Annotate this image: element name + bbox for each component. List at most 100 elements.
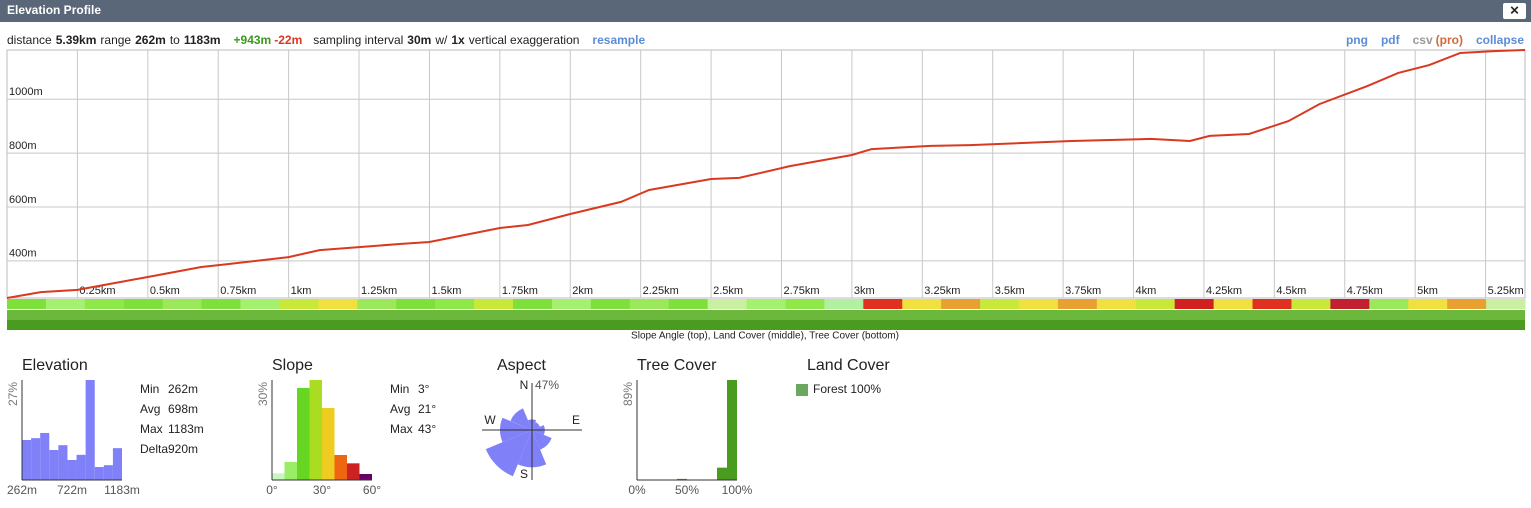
x-tick-label: 5.25km [1488, 285, 1524, 297]
histogram-bar [334, 455, 347, 480]
summary: distance 5.39km range 262m to 1183m +943m -22m s… [7, 33, 645, 47]
band-caption: Slope Angle (top), Land Cover (middle), … [631, 331, 899, 342]
histogram-bar [40, 432, 50, 480]
png-link[interactable]: png [1346, 33, 1368, 47]
histogram-bar [677, 478, 687, 480]
histogram-bar [49, 450, 59, 480]
histogram-bar [347, 463, 360, 480]
slope-cell [590, 299, 631, 309]
slope-cell [201, 299, 242, 309]
pro-note: (pro) [1436, 33, 1463, 47]
y-tick-label: 600m [9, 194, 37, 206]
export-links: png pdf csv (pro) collapse [1346, 33, 1524, 47]
stat-name: Min [140, 382, 159, 396]
csv-link[interactable]: csv [1413, 33, 1433, 47]
slope-cell [980, 299, 1020, 309]
panel-title: Elevation [22, 357, 88, 374]
slope-cell [84, 299, 125, 309]
y-max-label: 30% [256, 382, 270, 406]
y-max-label: 27% [6, 382, 20, 406]
histogram-bar [717, 467, 727, 480]
range-min: 262m [135, 33, 166, 47]
panel-title: Aspect [497, 357, 546, 374]
slope-cell [746, 299, 786, 309]
slope-cell [707, 299, 748, 309]
y-tick-label: 1000m [9, 86, 43, 98]
slope-cell [1252, 299, 1292, 309]
histogram-bar [58, 445, 68, 480]
direction-label: W [484, 413, 496, 427]
x-label: 60° [363, 483, 381, 497]
histogram-bar [94, 467, 104, 480]
aspect-petal [532, 422, 540, 430]
label: w/ [434, 33, 448, 47]
stat-name: Min [390, 382, 409, 396]
close-icon[interactable]: ✕ [1509, 4, 1519, 18]
aspect-petal [510, 408, 532, 430]
r-max-label: 47% [535, 378, 559, 392]
land-cover-band [7, 310, 1525, 320]
x-tick-label: 3.5km [995, 285, 1025, 297]
slope-cell [1019, 299, 1059, 309]
stat-name: Delta [140, 442, 168, 456]
stat-name: Avg [390, 402, 410, 416]
direction-label: N [520, 378, 529, 392]
panel-title: Land Cover [807, 357, 890, 374]
panel-title: Slope [272, 357, 313, 374]
x-tick-label: 2.5km [713, 285, 743, 297]
slope-cell [396, 299, 436, 309]
slope-cell [162, 299, 203, 309]
label: range [100, 33, 131, 47]
close-button[interactable] [1503, 3, 1526, 19]
slope-cell [941, 299, 981, 309]
slope-cell [1057, 299, 1098, 309]
y-max-label: 89% [621, 382, 635, 406]
label: to [170, 33, 180, 47]
collapse-link[interactable]: collapse [1476, 33, 1524, 47]
x-tick-label: 2.75km [783, 285, 819, 297]
slope-cell [785, 299, 825, 309]
x-tick-label: 3.25km [924, 285, 960, 297]
resample-link[interactable]: resample [592, 33, 645, 47]
label: sampling interval [313, 33, 403, 47]
stat-value: 1183m [168, 422, 204, 436]
x-tick-label: 1.75km [502, 285, 538, 297]
histogram-bar [76, 454, 86, 480]
slope-cell [45, 299, 86, 309]
histogram-bar [272, 473, 285, 480]
x-tick-label: 5km [1417, 285, 1438, 297]
histogram-bar [727, 380, 737, 480]
slope-cell [318, 299, 358, 309]
x-label: 0% [628, 483, 646, 497]
y-tick-label: 800m [9, 140, 37, 152]
slope-cell [474, 299, 514, 309]
x-tick-label: 3km [854, 285, 875, 297]
label: distance [7, 33, 52, 47]
panel-title: Tree Cover [637, 357, 717, 374]
x-tick-label: 4.5km [1276, 285, 1306, 297]
aspect-petal [532, 430, 552, 450]
x-tick-label: 4km [1136, 285, 1157, 297]
x-tick-label: 1km [291, 285, 312, 297]
aspect-petal [485, 430, 532, 477]
histogram-bar [31, 438, 41, 480]
stat-value: 43° [418, 422, 436, 436]
slope-cell [629, 299, 670, 309]
stat-name: Max [140, 422, 163, 436]
slope-cell [668, 299, 709, 309]
x-tick-label: 4.75km [1347, 285, 1383, 297]
x-tick-label: 2.25km [643, 285, 679, 297]
exaggeration: 1x [451, 33, 465, 47]
pdf-link[interactable]: pdf [1381, 33, 1401, 47]
histogram-bar [67, 460, 77, 480]
x-tick-label: 1.25km [361, 285, 397, 297]
slope-cell [357, 299, 397, 309]
x-tick-label: 1.5km [431, 285, 461, 297]
title-bar [0, 0, 1531, 22]
elevation-line [6, 49, 1526, 299]
x-label: 100% [722, 483, 753, 497]
distance: 5.39km [56, 33, 97, 47]
slope-cell [1213, 299, 1254, 309]
x-label: 722m [57, 483, 87, 497]
